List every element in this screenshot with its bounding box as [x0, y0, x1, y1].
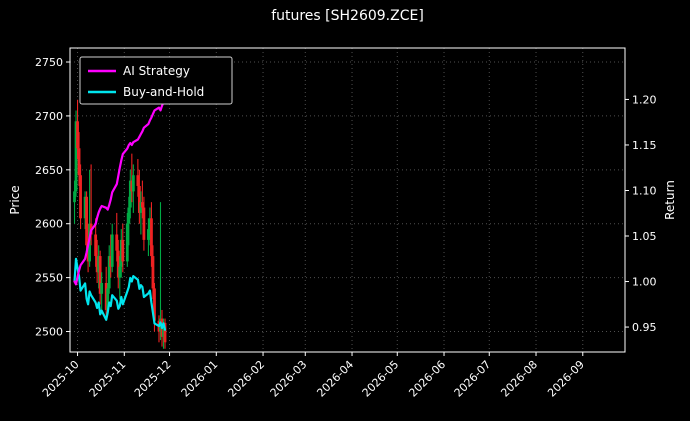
- candle-body: [73, 191, 76, 203]
- chart-title: futures [SH2609.ZCE]: [271, 8, 424, 24]
- candle-body: [98, 256, 102, 294]
- candle-body: [97, 256, 101, 273]
- candle-body: [162, 322, 165, 337]
- legend-label: Buy-and-Hold: [123, 85, 204, 99]
- candle-body: [151, 256, 155, 289]
- candle-body: [131, 175, 135, 192]
- x-tick-label: 2026-04: [314, 358, 356, 400]
- candle-body: [83, 196, 87, 219]
- y-tick-label-price: 2600: [35, 218, 63, 231]
- y-tick-label-price: 2650: [35, 164, 63, 177]
- y-tick-label-price: 2500: [35, 326, 63, 339]
- candle-body: [94, 234, 98, 257]
- y-tick-label-return: 1.00: [632, 276, 657, 289]
- x-tick-label: 2026-07: [452, 358, 494, 400]
- candle-body: [79, 175, 82, 219]
- y-tick-label-return: 1.05: [632, 230, 657, 243]
- x-tick-label: 2025-12: [132, 358, 174, 400]
- x-tick-label: 2026-03: [268, 358, 310, 400]
- candle-body: [147, 229, 150, 240]
- candle-body: [110, 234, 114, 267]
- legend-box: [79, 56, 233, 105]
- y-tick-label-return: 1.20: [632, 93, 657, 106]
- candle-body: [142, 207, 146, 240]
- x-tick-label: 2026-01: [179, 358, 221, 400]
- candle-body: [115, 234, 119, 251]
- candle-body: [95, 256, 99, 273]
- candle-body: [106, 288, 110, 310]
- y-tick-label-return: 0.95: [632, 321, 657, 334]
- legend-label: AI Strategy: [123, 64, 190, 78]
- x-tick-label: 2026-09: [545, 358, 587, 400]
- y-tick-label-price: 2700: [35, 110, 63, 123]
- candle-body: [140, 202, 144, 208]
- x-tick-label: 2026-08: [498, 358, 540, 400]
- y-tick-label-price: 2750: [35, 56, 63, 69]
- candle-body: [109, 256, 113, 267]
- y-tick-label-return: 1.10: [632, 184, 657, 197]
- candle-body: [153, 288, 156, 321]
- candle-body: [150, 218, 153, 257]
- candle-body: [148, 218, 152, 230]
- candle-body: [130, 180, 134, 192]
- candle-body: [107, 256, 111, 289]
- series-line-buy-and-hold: [73, 257, 167, 331]
- x-tick-label: 2026-02: [225, 358, 267, 400]
- x-tick-label: 2025-11: [87, 358, 129, 400]
- x-tick-label: 2026-06: [406, 358, 448, 400]
- candle-body: [121, 239, 125, 262]
- candle-body: [116, 250, 120, 278]
- candle-body: [119, 239, 123, 267]
- y-tick-label-price: 2550: [35, 272, 63, 285]
- plot-border: [69, 47, 626, 353]
- candle-body: [118, 266, 122, 278]
- x-tick-label: 2025-10: [40, 358, 82, 400]
- candle-body: [136, 175, 140, 186]
- x-tick-label: 2026-05: [360, 358, 402, 400]
- candle-body: [137, 185, 141, 213]
- y-tick-label-return: 1.15: [632, 139, 657, 152]
- candle-body: [100, 283, 104, 294]
- candle-body: [125, 223, 129, 262]
- candle-body: [104, 283, 108, 310]
- series-line-ai-strategy: [73, 97, 167, 286]
- candle-body: [74, 121, 78, 192]
- candle-body: [163, 322, 167, 343]
- candle-body: [77, 148, 81, 176]
- candle-body: [139, 202, 143, 213]
- candle-body: [127, 207, 131, 224]
- candle-body: [128, 180, 132, 208]
- candle-body: [86, 245, 90, 262]
- candle-body: [85, 196, 88, 246]
- candle-body: [76, 121, 79, 149]
